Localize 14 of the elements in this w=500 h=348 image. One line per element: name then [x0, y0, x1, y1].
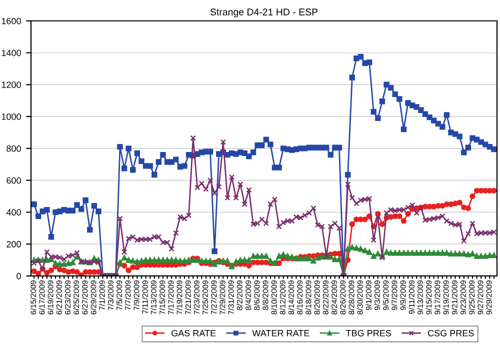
chart-title: Strange D4-21 HD - ESP: [210, 8, 318, 18]
y-tick-label: 1000: [2, 114, 21, 120]
y-tick-label: 400: [6, 209, 21, 216]
legend-label: TBG PRES: [346, 330, 392, 336]
y-tick-label: 0: [16, 272, 21, 280]
y-tick-label: 800: [6, 145, 21, 152]
legend-label: CSG PRES: [428, 330, 474, 336]
y-tick-label: 1400: [2, 50, 21, 56]
y-tick-label: 600: [6, 177, 21, 184]
y-tick-label: 1600: [2, 18, 21, 24]
legend-label: WATER RATE: [252, 330, 310, 336]
y-tick-label: 1200: [2, 82, 21, 88]
legend-label: GAS RATE: [172, 330, 216, 336]
y-tick-label: 200: [6, 241, 21, 248]
